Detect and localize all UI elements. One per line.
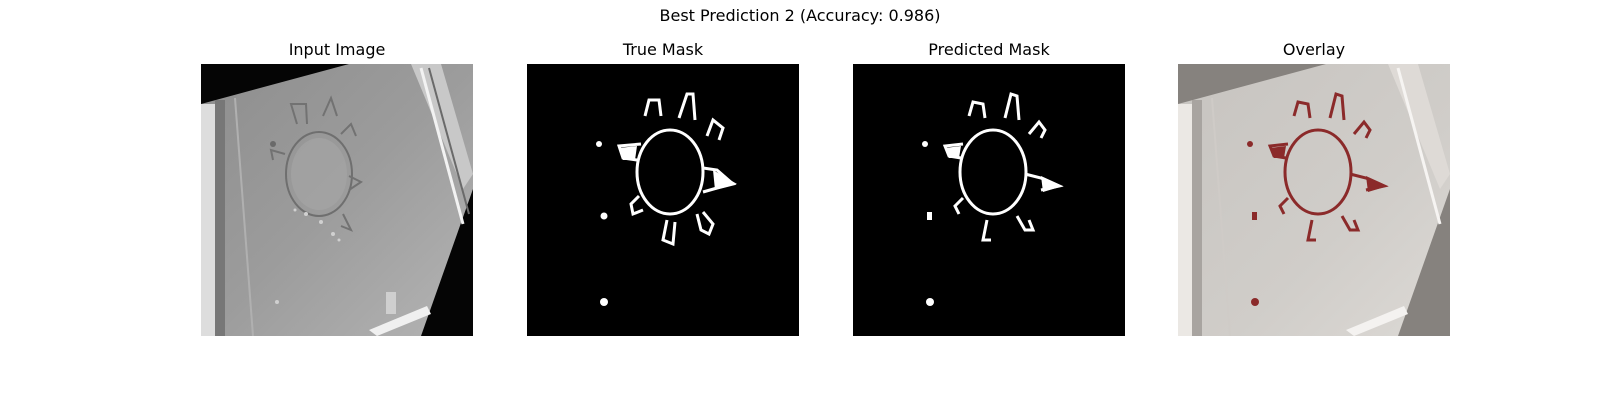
predicted-mask-title: Predicted Mask [928,40,1050,59]
input-image [201,64,473,336]
overlay-title: Overlay [1282,40,1346,59]
overlay-image [1178,64,1450,336]
figure-title: Best Prediction 2 (Accuracy: 0.986) [659,6,941,25]
true-mask-panel: True Mask [527,40,799,336]
input-image-panel: Input Image [201,40,473,336]
overlay-panel: Overlay [1178,40,1450,336]
predicted-mask-panel: Predicted Mask [853,40,1125,336]
predicted-mask-image [853,64,1125,336]
true-mask-image [527,64,799,336]
true-mask-title: True Mask [622,40,704,59]
input-image-title: Input Image [288,40,386,59]
